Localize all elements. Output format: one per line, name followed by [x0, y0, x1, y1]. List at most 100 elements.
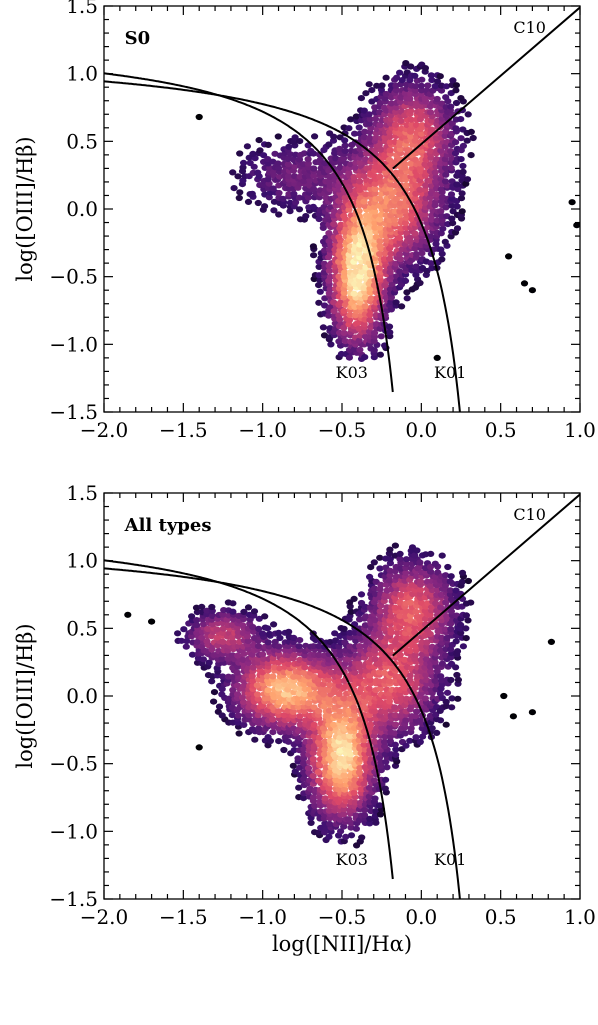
hexbin-cell [300, 751, 308, 758]
hexbin-cell [341, 786, 349, 793]
hexbin-cell [314, 768, 322, 776]
hexbin-cell [296, 713, 304, 720]
hexbin-cell [386, 329, 394, 336]
hexbin-cell [421, 608, 429, 615]
hexbin-cell [370, 777, 378, 784]
hexbin-cell [447, 573, 455, 580]
hexbin-cell [336, 242, 344, 249]
hexbin-cell [269, 729, 277, 736]
hexbin-cell [335, 145, 344, 152]
hexbin-cell [351, 164, 359, 171]
hexbin-cell [392, 87, 400, 94]
hexbin-cell [453, 203, 461, 210]
hexbin-cell [325, 755, 333, 762]
hexbin-cell [244, 604, 253, 611]
hexbin-cell [427, 668, 435, 675]
hexbin-cell [376, 811, 385, 818]
x-tick-label: −1.0 [238, 905, 287, 929]
hexbin-cell [229, 652, 237, 659]
hexbin-cell [426, 109, 435, 116]
hexbin-cell [299, 795, 308, 802]
hexbin-cell [401, 219, 410, 227]
hexbin-cell [376, 565, 384, 572]
y-tick-label: 0.0 [66, 197, 98, 221]
hexbin-cell [376, 554, 384, 561]
hexbin-cell [259, 630, 267, 637]
hexbin-cell [381, 708, 389, 715]
hexbin-cell [431, 83, 439, 90]
hexbin-cell [367, 564, 375, 571]
outlier-point [124, 611, 132, 618]
hexbin-cell [310, 252, 318, 259]
hexbin-cell [386, 738, 394, 745]
hexbin-cell [467, 128, 475, 135]
outlier-point [505, 253, 513, 260]
hexbin-cell [441, 626, 449, 633]
hexbin-cell [411, 72, 419, 79]
hexbin-cell [315, 299, 323, 306]
panel-all-types: −2.0 −1.5 −1.0 −0.5 0.0 0.5 1.0−1.5−1.0−0.50.0… [13, 481, 596, 956]
hexbin-cell [346, 634, 354, 641]
hexbin-cell [403, 560, 411, 568]
hexbin-cell [320, 703, 328, 710]
hexbin-cell [250, 608, 259, 615]
hexbin-cell [183, 638, 191, 645]
y-tick-label: −1.0 [49, 332, 98, 356]
hexbin-cell [447, 626, 455, 633]
hexbin-cell [385, 678, 394, 685]
hexbin-cell [380, 738, 389, 746]
hexbin-cell [304, 160, 312, 167]
hexbin-cell [361, 812, 369, 819]
hexbin-cell [427, 72, 435, 79]
hexbin-cell [365, 784, 373, 791]
hexbin-cell [335, 712, 343, 719]
hexbin-cell [310, 165, 318, 172]
hexbin-cell [311, 133, 319, 140]
y-axis-title: log([OIII]/Hβ) [13, 136, 37, 281]
hexbin-cell [311, 802, 319, 810]
hexbin-cell [284, 155, 292, 163]
hexbin-cell [421, 95, 429, 102]
hexbin-cell [396, 613, 404, 620]
hexbin-cell [325, 312, 333, 319]
hexbin-cell [341, 142, 349, 149]
hexbin-cell [370, 338, 378, 345]
x-axis-title: log([NII]/Hα) [272, 932, 412, 956]
curve-label-k01: K01 [434, 850, 466, 869]
hexbin-cell [386, 147, 394, 154]
hexbin-cell [198, 603, 206, 611]
hexbin-cell [229, 616, 238, 623]
hexbin-cell [376, 122, 384, 129]
hexbin-cell [366, 820, 374, 827]
hexbin-cell [436, 717, 445, 724]
hexbin-cell [263, 673, 272, 680]
hexbin-cell [326, 286, 334, 293]
x-tick-label: −2.0 [80, 905, 129, 929]
hexbin-cell [360, 321, 368, 328]
hexbin-cell [361, 698, 369, 706]
hexbin-cell [265, 630, 274, 638]
hexbin-cell [448, 704, 456, 711]
hexbin-cell [350, 704, 358, 711]
hexbin-cell [458, 190, 466, 197]
hexbin-cell [296, 764, 304, 771]
hexbin-cell [320, 332, 329, 339]
x-tick-label: −0.5 [318, 905, 367, 929]
hexbin-cell [457, 95, 465, 102]
hexbin-cell [457, 156, 465, 163]
hexbin-cell [376, 216, 384, 223]
x-tick-label: −0.5 [318, 418, 367, 442]
hexbin-cell [392, 751, 400, 758]
hexbin-cell [376, 243, 384, 250]
hexbin-cell [392, 299, 400, 306]
hexbin-cell [251, 736, 259, 743]
hexbin-cell [300, 707, 308, 715]
hexbin-cell [230, 185, 238, 192]
hexbin-cell [275, 699, 283, 706]
hexbin-cell [459, 162, 467, 170]
hexbin-cell [366, 233, 374, 240]
hexbin-cell [360, 198, 368, 205]
hexbin-cell [325, 729, 333, 737]
hexbin-cell [269, 673, 277, 680]
hexbin-cell [346, 700, 354, 707]
